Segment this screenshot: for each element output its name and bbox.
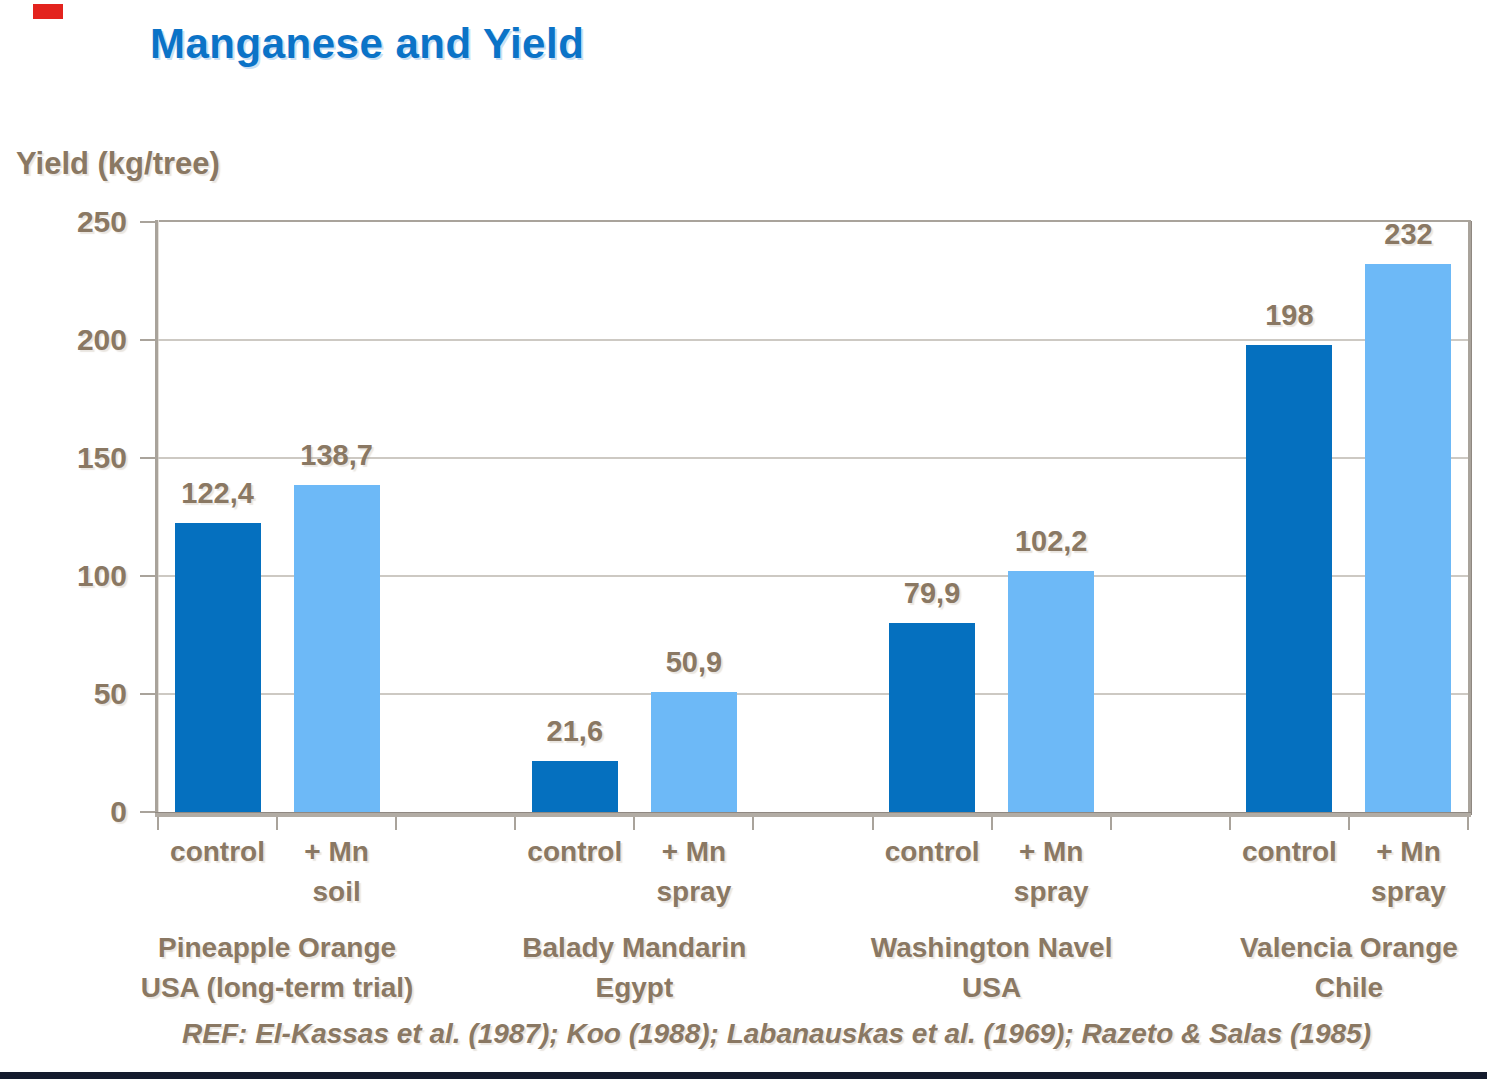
group-label-line2: Egypt	[374, 972, 894, 1004]
y-tick-label: 50	[28, 675, 127, 713]
bar-label-mn-sub: spray	[1298, 876, 1487, 908]
x-tick-mark	[1110, 817, 1112, 830]
y-tick-mark	[140, 575, 155, 577]
bar-mn-group1	[651, 692, 737, 812]
bar-label-mn: + Mn	[1298, 836, 1487, 868]
bar-value-label: 79,9	[852, 577, 1012, 610]
bar-value-label: 21,6	[495, 715, 655, 748]
bar-label-control: control	[1179, 836, 1399, 868]
bar-control-group3	[1246, 345, 1332, 812]
bar-label-mn: + Mn	[584, 836, 804, 868]
y-axis-title: Yield (kg/tree)	[16, 146, 220, 182]
group-label-line1: Washington Navel	[732, 932, 1252, 964]
bar-control-group0	[175, 523, 261, 812]
page-title: Manganese and Yield	[150, 20, 584, 68]
group-label-line1: Valencia Orange	[1089, 932, 1487, 964]
bar-mn-group0	[294, 485, 380, 812]
x-tick-mark	[1348, 817, 1350, 830]
y-tick-mark	[140, 693, 155, 695]
y-tick-label: 150	[28, 439, 127, 477]
x-tick-mark	[872, 817, 874, 830]
bar-label-control: control	[822, 836, 1042, 868]
references-note: REF: El-Kassas et al. (1987); Koo (1988)…	[70, 1018, 1483, 1050]
group-label-line2: USA (long-term trial)	[17, 972, 537, 1004]
bar-label-mn-sub: spray	[941, 876, 1161, 908]
bar-value-label: 102,2	[971, 525, 1131, 558]
accent-mark	[33, 4, 63, 19]
group-label-line2: Chile	[1089, 972, 1487, 1004]
x-tick-mark	[752, 817, 754, 830]
footer-bar	[0, 1072, 1487, 1079]
y-tick-label: 250	[28, 203, 127, 241]
group-label-line1: Pineapple Orange	[17, 932, 537, 964]
bar-control-group2	[889, 623, 975, 812]
x-tick-mark	[633, 817, 635, 830]
x-tick-mark	[157, 817, 159, 830]
y-axis-line	[155, 220, 158, 814]
bar-label-mn-sub: soil	[227, 876, 447, 908]
chart-plot-area: 122,421,679,9198138,750,9102,2232	[158, 222, 1468, 812]
bar-mn-group3	[1365, 264, 1451, 812]
y-tick-label: 200	[28, 321, 127, 359]
bar-label-control: control	[108, 836, 328, 868]
group-label-line1: Balady Mandarin	[374, 932, 894, 964]
x-tick-mark	[276, 817, 278, 830]
bar-mn-group2	[1008, 571, 1094, 812]
bar-value-label: 232	[1328, 218, 1487, 251]
gridline	[158, 339, 1468, 341]
y-tick-mark	[140, 811, 155, 813]
bar-value-label: 198	[1209, 299, 1369, 332]
group-label-line2: USA	[732, 972, 1252, 1004]
y-tick-label: 0	[28, 793, 127, 831]
bar-value-label: 138,7	[257, 439, 417, 472]
y-tick-mark	[140, 221, 155, 223]
bar-label-mn: + Mn	[941, 836, 1161, 868]
x-tick-mark	[1467, 817, 1469, 830]
y-tick-mark	[140, 457, 155, 459]
plot-border-top	[155, 220, 1471, 222]
bar-value-label: 122,4	[138, 477, 298, 510]
bar-value-label: 50,9	[614, 646, 774, 679]
x-axis-line	[155, 812, 1471, 817]
plot-border-right	[1468, 220, 1471, 814]
x-tick-mark	[991, 817, 993, 830]
slide: Manganese and Yield Yield (kg/tree) 122,…	[0, 0, 1487, 1080]
x-tick-mark	[395, 817, 397, 830]
bar-control-group1	[532, 761, 618, 812]
x-tick-mark	[514, 817, 516, 830]
y-tick-mark	[140, 339, 155, 341]
y-tick-label: 100	[28, 557, 127, 595]
bar-label-mn: + Mn	[227, 836, 447, 868]
x-tick-mark	[1229, 817, 1231, 830]
bar-label-control: control	[465, 836, 685, 868]
bar-label-mn-sub: spray	[584, 876, 804, 908]
